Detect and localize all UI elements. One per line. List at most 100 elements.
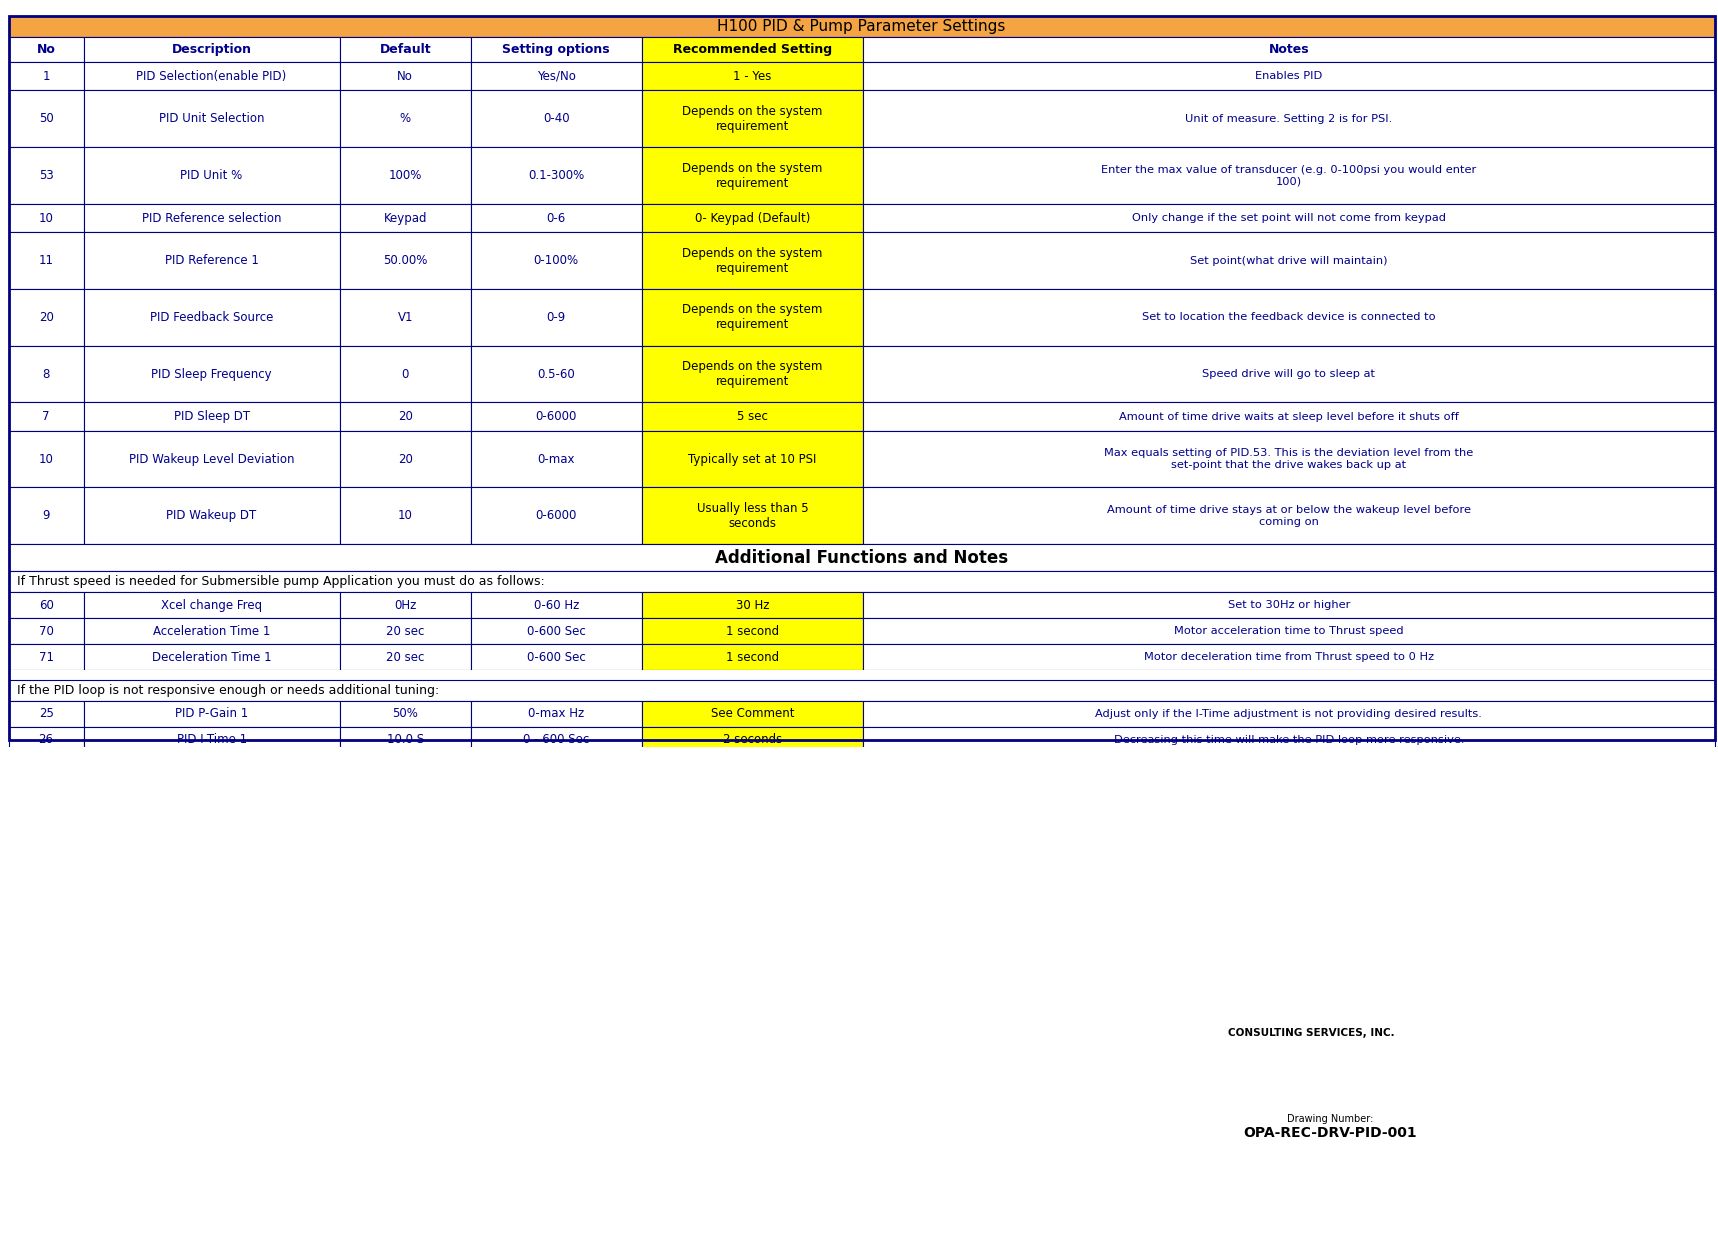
Bar xyxy=(84,842,340,869)
Bar xyxy=(713,1070,816,1081)
Bar xyxy=(713,987,919,1012)
Bar xyxy=(340,842,471,869)
Text: Motor acceleration time to Thrust speed: Motor acceleration time to Thrust speed xyxy=(1173,627,1404,637)
Text: PID Reference 1: PID Reference 1 xyxy=(165,254,258,268)
Bar xyxy=(641,644,862,671)
Bar xyxy=(862,701,1715,727)
Bar xyxy=(340,63,471,90)
Bar xyxy=(868,1070,919,1081)
Text: Check.: Check. xyxy=(876,1082,905,1091)
Text: 2 (Output
Current): 2 (Output Current) xyxy=(376,884,433,912)
Text: 71: 71 xyxy=(38,651,53,663)
Text: 0- PID.53: 0- PID.53 xyxy=(378,849,431,862)
Text: H100 PID & Pump Parameter Settings: H100 PID & Pump Parameter Settings xyxy=(718,20,1005,35)
Text: Deceleration Time 1: Deceleration Time 1 xyxy=(151,651,271,663)
Text: 0-6000: 0-6000 xyxy=(536,509,577,523)
Bar xyxy=(713,1111,1039,1142)
Bar xyxy=(9,572,1715,592)
Bar xyxy=(9,90,84,148)
Bar xyxy=(862,403,1715,430)
Bar xyxy=(962,1012,1039,1053)
Text: 4: 4 xyxy=(43,807,50,819)
Text: Page
5
of
5: Page 5 of 5 xyxy=(1654,1105,1680,1148)
Text: PID I-Time 1: PID I-Time 1 xyxy=(177,733,247,746)
Text: 0-max Hz: 0-max Hz xyxy=(527,707,584,721)
Bar xyxy=(862,430,1715,488)
Bar xyxy=(471,90,641,148)
Text: Max equals setting of PID.53. This is the deviation level from the
set-point tha: Max equals setting of PID.53. This is th… xyxy=(1105,448,1474,470)
Text: Drawing Name:: Drawing Name: xyxy=(1048,1057,1118,1066)
Text: 20 sec: 20 sec xyxy=(387,651,424,663)
Text: Set point(what drive will maintain): Set point(what drive will maintain) xyxy=(1191,255,1388,265)
Text: 20: 20 xyxy=(40,310,53,324)
Bar xyxy=(1039,1070,1715,1081)
Text: Set to location the feedback device is connected to: Set to location the feedback device is c… xyxy=(1142,313,1436,323)
Bar xyxy=(84,430,340,488)
Bar xyxy=(862,345,1715,403)
Bar xyxy=(862,842,1715,869)
Bar xyxy=(340,869,471,927)
Bar xyxy=(84,869,340,927)
Bar xyxy=(471,644,641,671)
Bar xyxy=(862,644,1715,671)
Text: 0-100%: 0-100% xyxy=(534,254,579,268)
Bar xyxy=(84,148,340,204)
Text: This pins the PID feedback to the monitor menu: This pins the PID feedback to the monito… xyxy=(1153,950,1426,960)
Text: PID Unit Selection: PID Unit Selection xyxy=(158,113,265,125)
Bar xyxy=(340,784,471,842)
Bar xyxy=(1586,1142,1672,1156)
Bar xyxy=(816,1092,868,1103)
Bar xyxy=(9,403,84,430)
Text: Only change if the set point will not come from keypad: Only change if the set point will not co… xyxy=(1132,213,1447,223)
Bar xyxy=(9,233,84,289)
Text: PID Sleep Frequency: PID Sleep Frequency xyxy=(151,368,271,380)
Bar xyxy=(9,679,1715,701)
Text: 70: 70 xyxy=(40,624,53,638)
Bar xyxy=(641,148,862,204)
Bar xyxy=(340,430,471,488)
Bar xyxy=(966,1035,1034,1040)
Text: 0-600 Sec: 0-600 Sec xyxy=(527,651,586,663)
Text: Monitor Line-2: Monitor Line-2 xyxy=(168,892,254,904)
Text: 22: 22 xyxy=(38,892,53,904)
Bar xyxy=(471,204,641,233)
Bar xyxy=(862,869,1715,927)
Text: Usually less than 5
seconds: Usually less than 5 seconds xyxy=(696,502,807,530)
Bar xyxy=(9,544,1715,572)
Text: 26: 26 xyxy=(38,733,53,746)
Text: Depends on the system: Depends on the system xyxy=(682,849,823,862)
Bar xyxy=(471,618,641,644)
Text: Unit of measure. Setting 2 is for PSI.: Unit of measure. Setting 2 is for PSI. xyxy=(1185,114,1393,124)
Text: 0Hz: 0Hz xyxy=(393,599,416,612)
Text: 1 - Yes: 1 - Yes xyxy=(734,70,771,83)
Text: Yes/No: Yes/No xyxy=(536,70,576,83)
Bar xyxy=(84,727,340,753)
Bar xyxy=(9,618,84,644)
Text: P: P xyxy=(1160,1027,1168,1037)
Bar xyxy=(816,1070,868,1081)
Bar xyxy=(713,1012,962,1053)
Text: Name: Name xyxy=(881,1145,905,1153)
Bar xyxy=(84,345,340,403)
Bar xyxy=(9,63,84,90)
Bar xyxy=(340,488,471,544)
Bar xyxy=(966,1016,993,1035)
Text: 2 seconds: 2 seconds xyxy=(723,733,782,746)
Bar xyxy=(641,727,862,753)
Bar xyxy=(84,592,340,618)
Text: Useful PID Monitors: Useful PID Monitors xyxy=(777,766,947,781)
Bar xyxy=(471,727,641,753)
Text: Setting options: Setting options xyxy=(502,44,610,56)
Text: Depends on the system
requirement: Depends on the system requirement xyxy=(682,303,823,332)
Bar xyxy=(966,1045,1034,1050)
Text: This is the actual scaled PID setpoint value.: This is the actual scaled PID setpoint v… xyxy=(1165,808,1414,818)
Text: Depends on the system
requirement: Depends on the system requirement xyxy=(682,105,823,133)
Bar xyxy=(84,289,340,345)
Bar xyxy=(862,38,1715,63)
Bar xyxy=(471,38,641,63)
Text: Depends on the system
requirement: Depends on the system requirement xyxy=(682,161,823,189)
Bar xyxy=(713,987,1715,1125)
Bar xyxy=(471,148,641,204)
Text: PID Wakeup DT: PID Wakeup DT xyxy=(167,509,256,523)
Text: V1: V1 xyxy=(397,310,412,324)
